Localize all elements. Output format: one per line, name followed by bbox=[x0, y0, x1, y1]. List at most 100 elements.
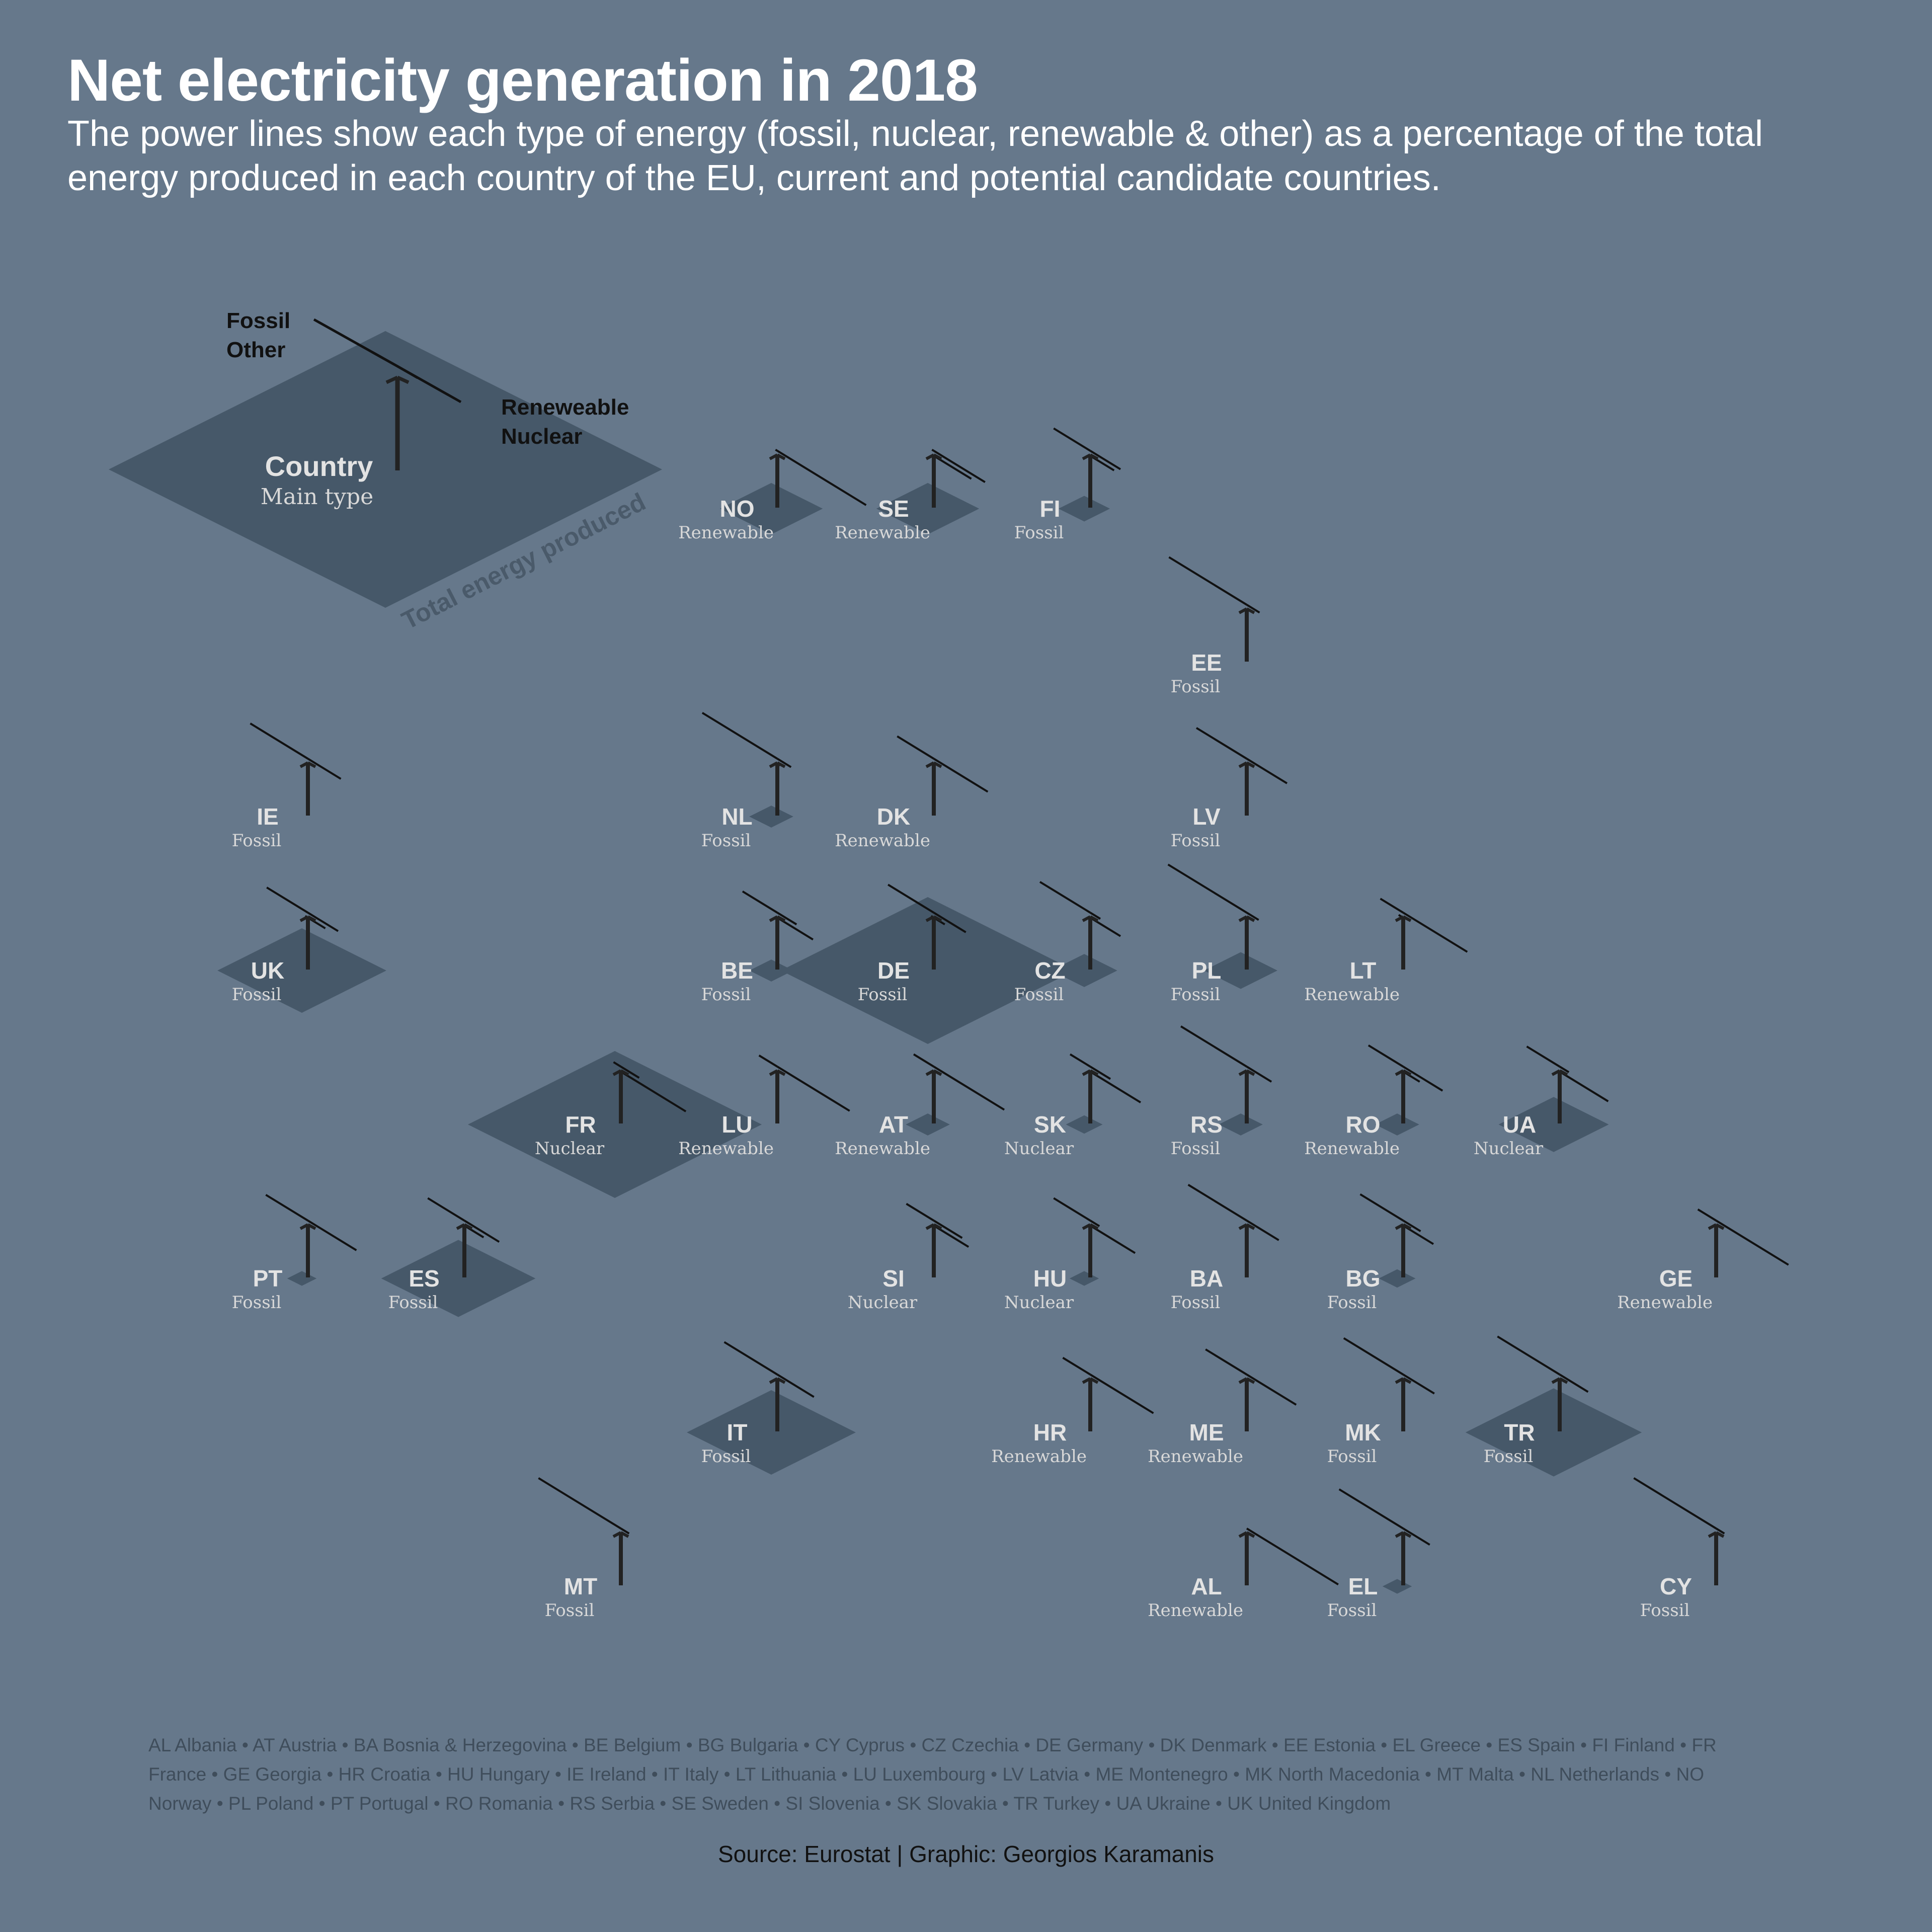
main-type: Fossil bbox=[1171, 831, 1221, 851]
pole-arm bbox=[1082, 1223, 1091, 1230]
size-diamond bbox=[1498, 1097, 1609, 1152]
fossil-line bbox=[1380, 898, 1404, 914]
fossil-line bbox=[701, 712, 778, 760]
pole-arm bbox=[1246, 915, 1255, 922]
renewable-line bbox=[1402, 1220, 1421, 1232]
fossil-line bbox=[1633, 1477, 1717, 1530]
pole-arm bbox=[1395, 1377, 1404, 1384]
main-type: Fossil bbox=[1014, 523, 1064, 543]
renewable-line bbox=[1402, 1527, 1430, 1546]
pole-arm bbox=[1395, 915, 1404, 922]
renewable-line bbox=[1246, 604, 1260, 614]
pole-arm bbox=[1402, 1531, 1412, 1538]
fossil-line bbox=[1053, 427, 1091, 452]
fossil-line bbox=[1195, 727, 1248, 760]
pole-arm bbox=[933, 1069, 942, 1076]
pole-arm bbox=[933, 1223, 942, 1230]
size-diamond bbox=[217, 928, 386, 1013]
renewable-line bbox=[1246, 1066, 1272, 1083]
pole-arm bbox=[776, 1069, 786, 1076]
renewable-line bbox=[776, 912, 797, 926]
country-code: ME bbox=[1189, 1419, 1224, 1445]
pole-arm bbox=[612, 1069, 622, 1076]
country-code: SI bbox=[882, 1265, 904, 1292]
pole-arm bbox=[1715, 1223, 1725, 1230]
main-type: Renewable bbox=[1148, 1600, 1243, 1621]
renewable-line bbox=[1246, 1220, 1279, 1241]
main-type: Fossil bbox=[545, 1600, 595, 1621]
renewable-line bbox=[1715, 1527, 1725, 1535]
renewable-line bbox=[620, 1066, 640, 1079]
pole-arm bbox=[1395, 1531, 1404, 1538]
main-type: Fossil bbox=[1327, 1600, 1377, 1621]
fossil-line bbox=[1697, 1209, 1717, 1222]
country-code: CZ bbox=[1034, 957, 1065, 984]
legend-renewable-label: Reneweable bbox=[501, 395, 629, 420]
pole-arm bbox=[776, 915, 786, 922]
renewable-line bbox=[1559, 1066, 1570, 1073]
size-diamond bbox=[287, 1271, 317, 1286]
main-type: Fossil bbox=[1014, 985, 1064, 1005]
country-code: IT bbox=[727, 1419, 748, 1445]
renewable-line bbox=[776, 758, 792, 768]
country-code: HU bbox=[1033, 1265, 1067, 1292]
country-code: HR bbox=[1033, 1419, 1067, 1445]
pole-arm bbox=[1089, 453, 1099, 460]
renewable-line bbox=[1246, 1527, 1339, 1586]
renewable-line bbox=[933, 450, 986, 484]
fossil-line bbox=[250, 722, 309, 760]
size-diamond bbox=[1219, 1113, 1263, 1136]
fossil-line bbox=[723, 1341, 778, 1376]
main-type: Renewable bbox=[835, 831, 930, 851]
country-code: DK bbox=[877, 803, 910, 830]
pole-arm bbox=[1089, 1377, 1099, 1384]
pole-arm bbox=[933, 453, 942, 460]
nuclear-line bbox=[1089, 1225, 1136, 1254]
pole-arm bbox=[925, 761, 935, 768]
main-type: Fossil bbox=[1171, 1293, 1221, 1313]
country-code: EE bbox=[1191, 650, 1222, 676]
country-code: DE bbox=[877, 957, 910, 984]
pole-arm bbox=[769, 1069, 778, 1076]
size-diamond bbox=[687, 1390, 856, 1475]
main-type: Fossil bbox=[1327, 1446, 1377, 1467]
main-type: Nuclear bbox=[848, 1293, 918, 1313]
fossil-line bbox=[1367, 1044, 1404, 1068]
country-code: FR bbox=[565, 1111, 596, 1138]
main-type: Renewable bbox=[1148, 1446, 1243, 1467]
country-code: LT bbox=[1350, 957, 1377, 984]
pole-arm bbox=[925, 1069, 935, 1076]
fossil-line bbox=[931, 449, 935, 452]
fossil-line bbox=[897, 735, 935, 760]
pole-arm bbox=[1238, 1223, 1248, 1230]
country-code: MK bbox=[1345, 1419, 1381, 1445]
fossil-line bbox=[1359, 1193, 1404, 1222]
renewable-line bbox=[620, 1527, 630, 1535]
country-code: UA bbox=[1503, 1111, 1536, 1138]
fossil-line bbox=[265, 1194, 309, 1222]
fossil-line bbox=[1069, 1053, 1091, 1068]
country-code: PL bbox=[1192, 957, 1222, 984]
country-code: UK bbox=[251, 957, 284, 984]
fossil-line bbox=[1062, 1356, 1091, 1376]
main-type: Renewable bbox=[835, 1139, 930, 1159]
pole-arm bbox=[1551, 1069, 1561, 1076]
nuclear-line bbox=[620, 1071, 687, 1112]
pole-arm bbox=[1402, 1223, 1412, 1230]
renewable-line bbox=[307, 912, 339, 932]
pole-arm bbox=[463, 1223, 473, 1230]
country-code: LU bbox=[721, 1111, 752, 1138]
